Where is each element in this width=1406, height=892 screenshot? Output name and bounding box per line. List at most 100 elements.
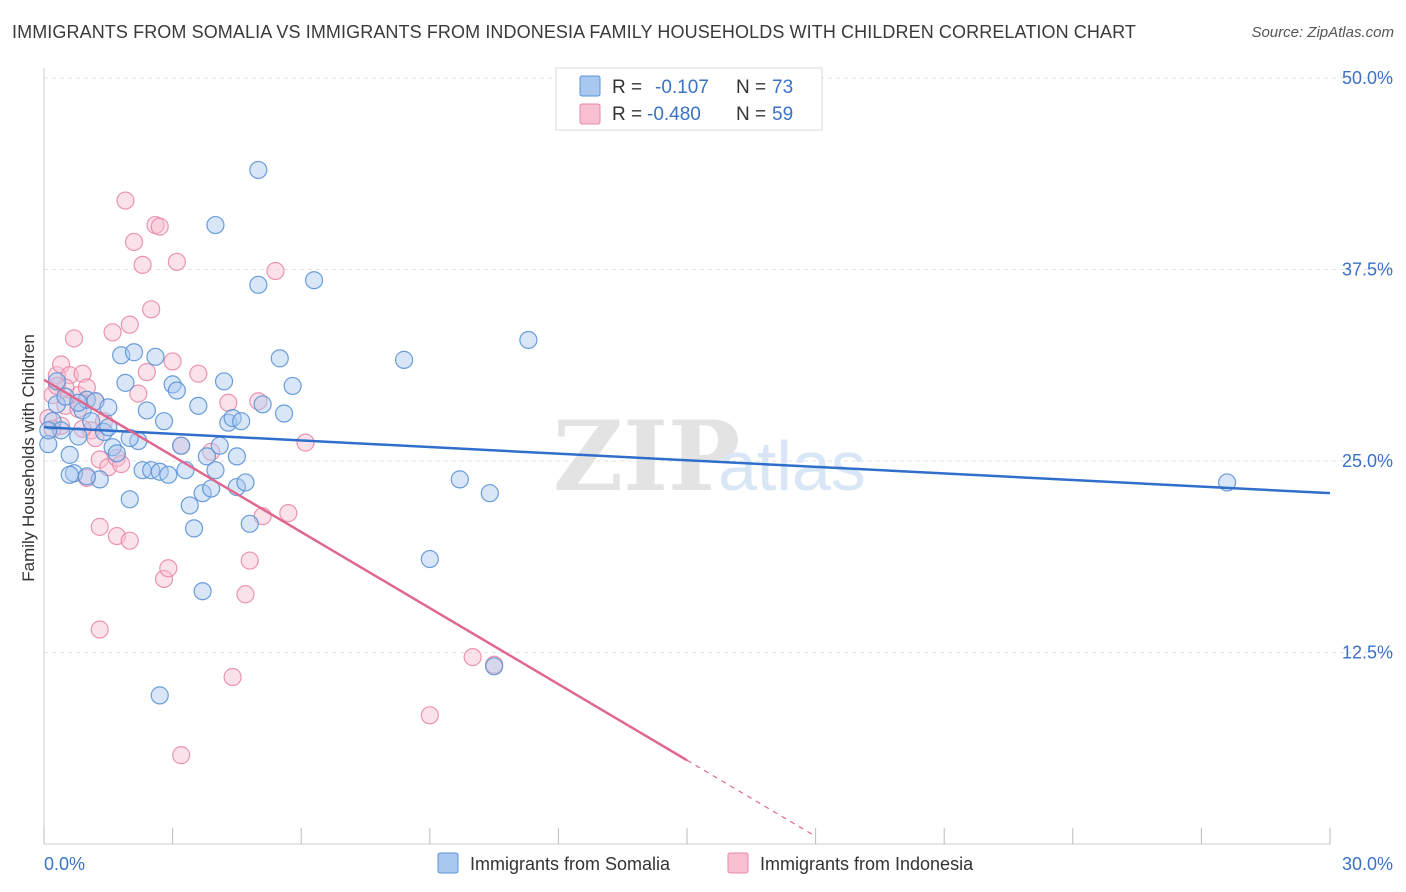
series-swatch-indonesia [727,852,749,874]
indonesia-point [129,384,148,403]
somalia-point [60,445,79,464]
indonesia-point [90,620,109,639]
indonesia-point [167,252,186,271]
legend-swatch-indonesia [579,103,601,125]
somalia-point [206,215,225,235]
somalia-point [210,436,229,455]
indonesia-point [219,393,238,412]
somalia-point [249,160,268,180]
somalia-point [236,473,255,492]
indonesia-point [150,217,169,236]
somalia-point [159,465,178,484]
somalia-point [227,447,246,466]
somalia-point [107,444,126,463]
indonesia-point [463,647,482,667]
somalia-point [172,436,191,455]
indonesia-point [116,191,135,210]
indonesia-point [159,559,178,578]
indonesia-point [189,364,208,383]
indonesia-point [266,261,285,281]
somalia-point [167,381,186,400]
indonesia-point [103,323,122,342]
legend-swatch-somalia [579,75,601,97]
somalia-point [249,275,268,294]
y-tick-label: 50.0% [1342,68,1393,88]
somalia-point [60,465,79,484]
somalia-point [283,376,302,396]
indonesia-point [142,300,161,319]
trend-line [43,426,1331,495]
somalia-point [180,496,199,515]
somalia-point [77,467,96,486]
indonesia-point [236,585,255,604]
indonesia-point [137,363,156,382]
y-tick-labels: 12.5% 25.0% 37.5% 50.0% [1342,68,1393,663]
trend-lines [43,378,1331,837]
indonesia-point [240,551,259,570]
somalia-point [420,549,439,569]
somalia-point [214,372,234,391]
series-label-somalia: Immigrants from Somalia [470,854,671,874]
source-credit: Source: ZipAtlas.com [1251,24,1394,41]
somalia-point [519,330,538,350]
legend-r-value: -0.480 [647,104,701,125]
grid-lines [44,77,1392,653]
y-tick-label: 12.5% [1342,643,1393,663]
somalia-point [270,349,289,368]
indonesia-point [64,329,84,348]
somalia-point [197,447,216,466]
indonesia-point [296,433,315,452]
indonesia-point [163,352,182,371]
indonesia-point [124,232,144,252]
indonesia-point [133,255,152,275]
legend-r-label: R = [612,77,642,98]
somalia-point [253,395,272,414]
indonesia-point [90,517,109,536]
x-tick-label: 30.0% [1342,854,1393,874]
somalia-point [485,657,504,676]
indonesia-point [120,531,139,550]
somalia-point [184,519,204,538]
indonesia-point [223,667,242,687]
somalia-point [120,490,139,509]
series-swatch-somalia [437,852,459,874]
somalia-point [137,401,156,420]
somalia-point [39,435,58,454]
legend-n-value: 73 [772,77,793,98]
somalia-point [480,484,499,503]
x-tick-labels: 0.0% 30.0% [44,854,1393,874]
trend-line [43,378,688,762]
series-legend: Immigrants from Somalia Immigrants from … [437,852,974,874]
indonesia-point [120,315,139,334]
chart-title: IMMIGRANTS FROM SOMALIA VS IMMIGRANTS FR… [12,22,1136,42]
somalia-point [154,412,174,431]
indonesia-point [154,569,174,589]
correlation-legend: R = -0.107 N = 73 R = -0.480 N = 59 [555,67,823,131]
y-axis-label: Family Households with Children [19,334,38,582]
indonesia-point [73,364,92,383]
indonesia-point [279,503,298,523]
somalia-point [99,398,118,417]
x-tick-label: 0.0% [44,854,85,874]
somalia-point [304,271,324,290]
series-label-indonesia: Immigrants from Indonesia [760,854,974,874]
somalia-point [150,686,169,705]
legend-r-label: R = [612,104,642,125]
somalia-point [189,396,208,415]
y-tick-label: 25.0% [1342,451,1393,471]
legend-r-value: -0.107 [655,77,709,98]
trend-line-extension [686,759,816,837]
somalia-point [450,470,469,489]
somalia-point [116,373,135,392]
somalia-point [274,404,294,423]
somalia-point [52,421,71,440]
axes [43,68,1331,845]
somalia-point [232,412,251,431]
somalia-point [240,514,259,533]
legend-n-label: N = [736,77,766,98]
indonesia-point [172,746,191,765]
somalia-point [193,582,212,601]
somalia-point [124,343,144,362]
somalia-point [39,421,58,440]
